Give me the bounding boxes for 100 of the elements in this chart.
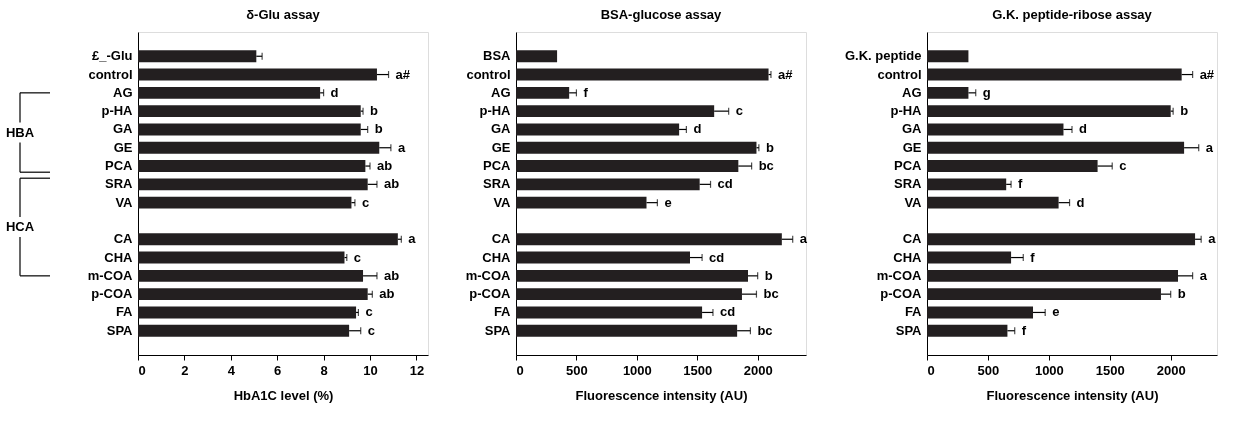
y-tick-label: p-HA	[101, 103, 134, 119]
y-tick-label: SPA	[895, 322, 923, 338]
data-label: b	[765, 139, 774, 155]
y-tick-label: GA	[491, 121, 512, 137]
y-tick-label: p-HA	[479, 103, 512, 119]
y-tick-label: control	[877, 66, 922, 82]
y-tick-label: AG	[113, 84, 133, 100]
x-tick-label: 4	[227, 362, 236, 378]
data-label: bc	[758, 158, 774, 174]
chart-title: G.K. peptide-ribose assay	[992, 7, 1153, 22]
data-label: a	[1208, 231, 1217, 247]
y-tick-label: CHA	[482, 249, 512, 265]
data-label: bc	[763, 286, 779, 302]
data-label: a	[799, 231, 808, 247]
x-axis-title: Fluorescence intensity (AU)	[575, 387, 748, 403]
x-tick-label: 2	[181, 362, 189, 378]
y-tick-label: CA	[491, 231, 512, 247]
x-tick-label: 10	[363, 362, 378, 378]
y-tick-label: BSA	[483, 48, 512, 64]
data-label: e	[1052, 304, 1060, 320]
data-label: c	[1119, 158, 1127, 174]
data-label: ab	[383, 176, 400, 192]
data-label: f	[1030, 249, 1036, 265]
x-tick-label: 1000	[1034, 362, 1064, 378]
data-label: f	[1021, 322, 1027, 338]
y-tick-label: CA	[902, 231, 923, 247]
text: HBA	[5, 124, 35, 140]
data-label: d	[1076, 194, 1085, 210]
y-tick-label: VA	[904, 194, 923, 210]
y-tick-label: FA	[115, 304, 134, 320]
y-tick-label: SRA	[483, 176, 512, 192]
x-tick-label: 0	[138, 362, 146, 378]
chart-title: BSA-glucose assay	[600, 7, 723, 22]
y-tick-label: GA	[113, 121, 134, 137]
data-label: f	[1018, 176, 1024, 192]
text: HCA	[5, 219, 35, 235]
x-tick-label: 500	[566, 362, 588, 378]
data-label: c	[365, 304, 373, 320]
data-label: a	[1199, 267, 1208, 283]
data-label: a	[1205, 139, 1214, 155]
y-tick-label: control	[88, 66, 133, 82]
x-tick-label: 1500	[683, 362, 713, 378]
y-tick-label: control	[466, 66, 511, 82]
x-tick-label: 2000	[743, 362, 773, 378]
data-label: d	[330, 84, 339, 100]
data-label: a#	[777, 66, 794, 82]
x-tick-label: 1000	[622, 362, 652, 378]
x-tick-label: 2000	[1156, 362, 1186, 378]
data-label: ab	[377, 158, 393, 174]
data-label: cd	[709, 249, 725, 265]
y-tick-label: m-COA	[876, 267, 923, 283]
y-tick-label: SPA	[484, 322, 512, 338]
data-label: b	[1180, 103, 1189, 119]
x-tick-label: 0	[927, 362, 935, 378]
y-tick-label: FA	[493, 304, 512, 320]
data-label: c	[367, 322, 375, 338]
data-label: a#	[395, 66, 411, 82]
y-tick-label: SRA	[105, 176, 134, 192]
x-tick-label: 6	[274, 362, 282, 378]
data-label: b	[764, 267, 773, 283]
data-label: ab	[383, 267, 400, 283]
y-tick-label: £_-Glu	[92, 48, 133, 64]
y-tick-label: p-COA	[880, 286, 923, 302]
y-tick-label: GE	[902, 139, 922, 155]
y-tick-label: GE	[491, 139, 511, 155]
data-label: ab	[379, 286, 395, 302]
data-label: bc	[757, 322, 773, 338]
x-axis-title: Fluorescence intensity (AU)	[986, 387, 1159, 403]
y-tick-label: VA	[115, 194, 134, 210]
data-label: e	[664, 194, 672, 210]
data-label: a	[397, 139, 406, 155]
y-tick-label: CHA	[893, 249, 923, 265]
data-label: a	[408, 231, 417, 247]
data-label: d	[1079, 121, 1087, 137]
y-tick-label: VA	[493, 194, 512, 210]
y-tick-label: p-COA	[91, 286, 134, 302]
y-tick-label: AG	[902, 84, 922, 100]
y-tick-label: p-HA	[890, 103, 923, 119]
y-tick-label: FA	[904, 304, 923, 320]
data-label: cd	[719, 304, 736, 320]
y-tick-label: PCA	[894, 158, 923, 174]
y-tick-label: GE	[113, 139, 133, 155]
y-tick-label: PCA	[105, 158, 134, 174]
y-tick-label: CA	[113, 231, 134, 247]
data-label: c	[735, 103, 743, 119]
y-tick-label: m-COA	[465, 267, 512, 283]
data-label: g	[982, 84, 991, 100]
x-tick-label: 12	[409, 362, 425, 378]
data-label: f	[583, 84, 589, 100]
y-tick-label: G.K. peptide	[844, 48, 922, 64]
chart-title: δ-Glu assay	[246, 7, 321, 22]
data-label: b	[374, 121, 383, 137]
y-tick-label: CHA	[104, 249, 134, 265]
data-label: d	[693, 121, 702, 137]
y-tick-label: SPA	[106, 322, 134, 338]
x-tick-label: 1500	[1095, 362, 1125, 378]
data-label: a#	[1199, 66, 1215, 82]
data-label: b	[1177, 286, 1186, 302]
y-tick-label: p-COA	[469, 286, 512, 302]
data-label: cd	[717, 176, 733, 192]
